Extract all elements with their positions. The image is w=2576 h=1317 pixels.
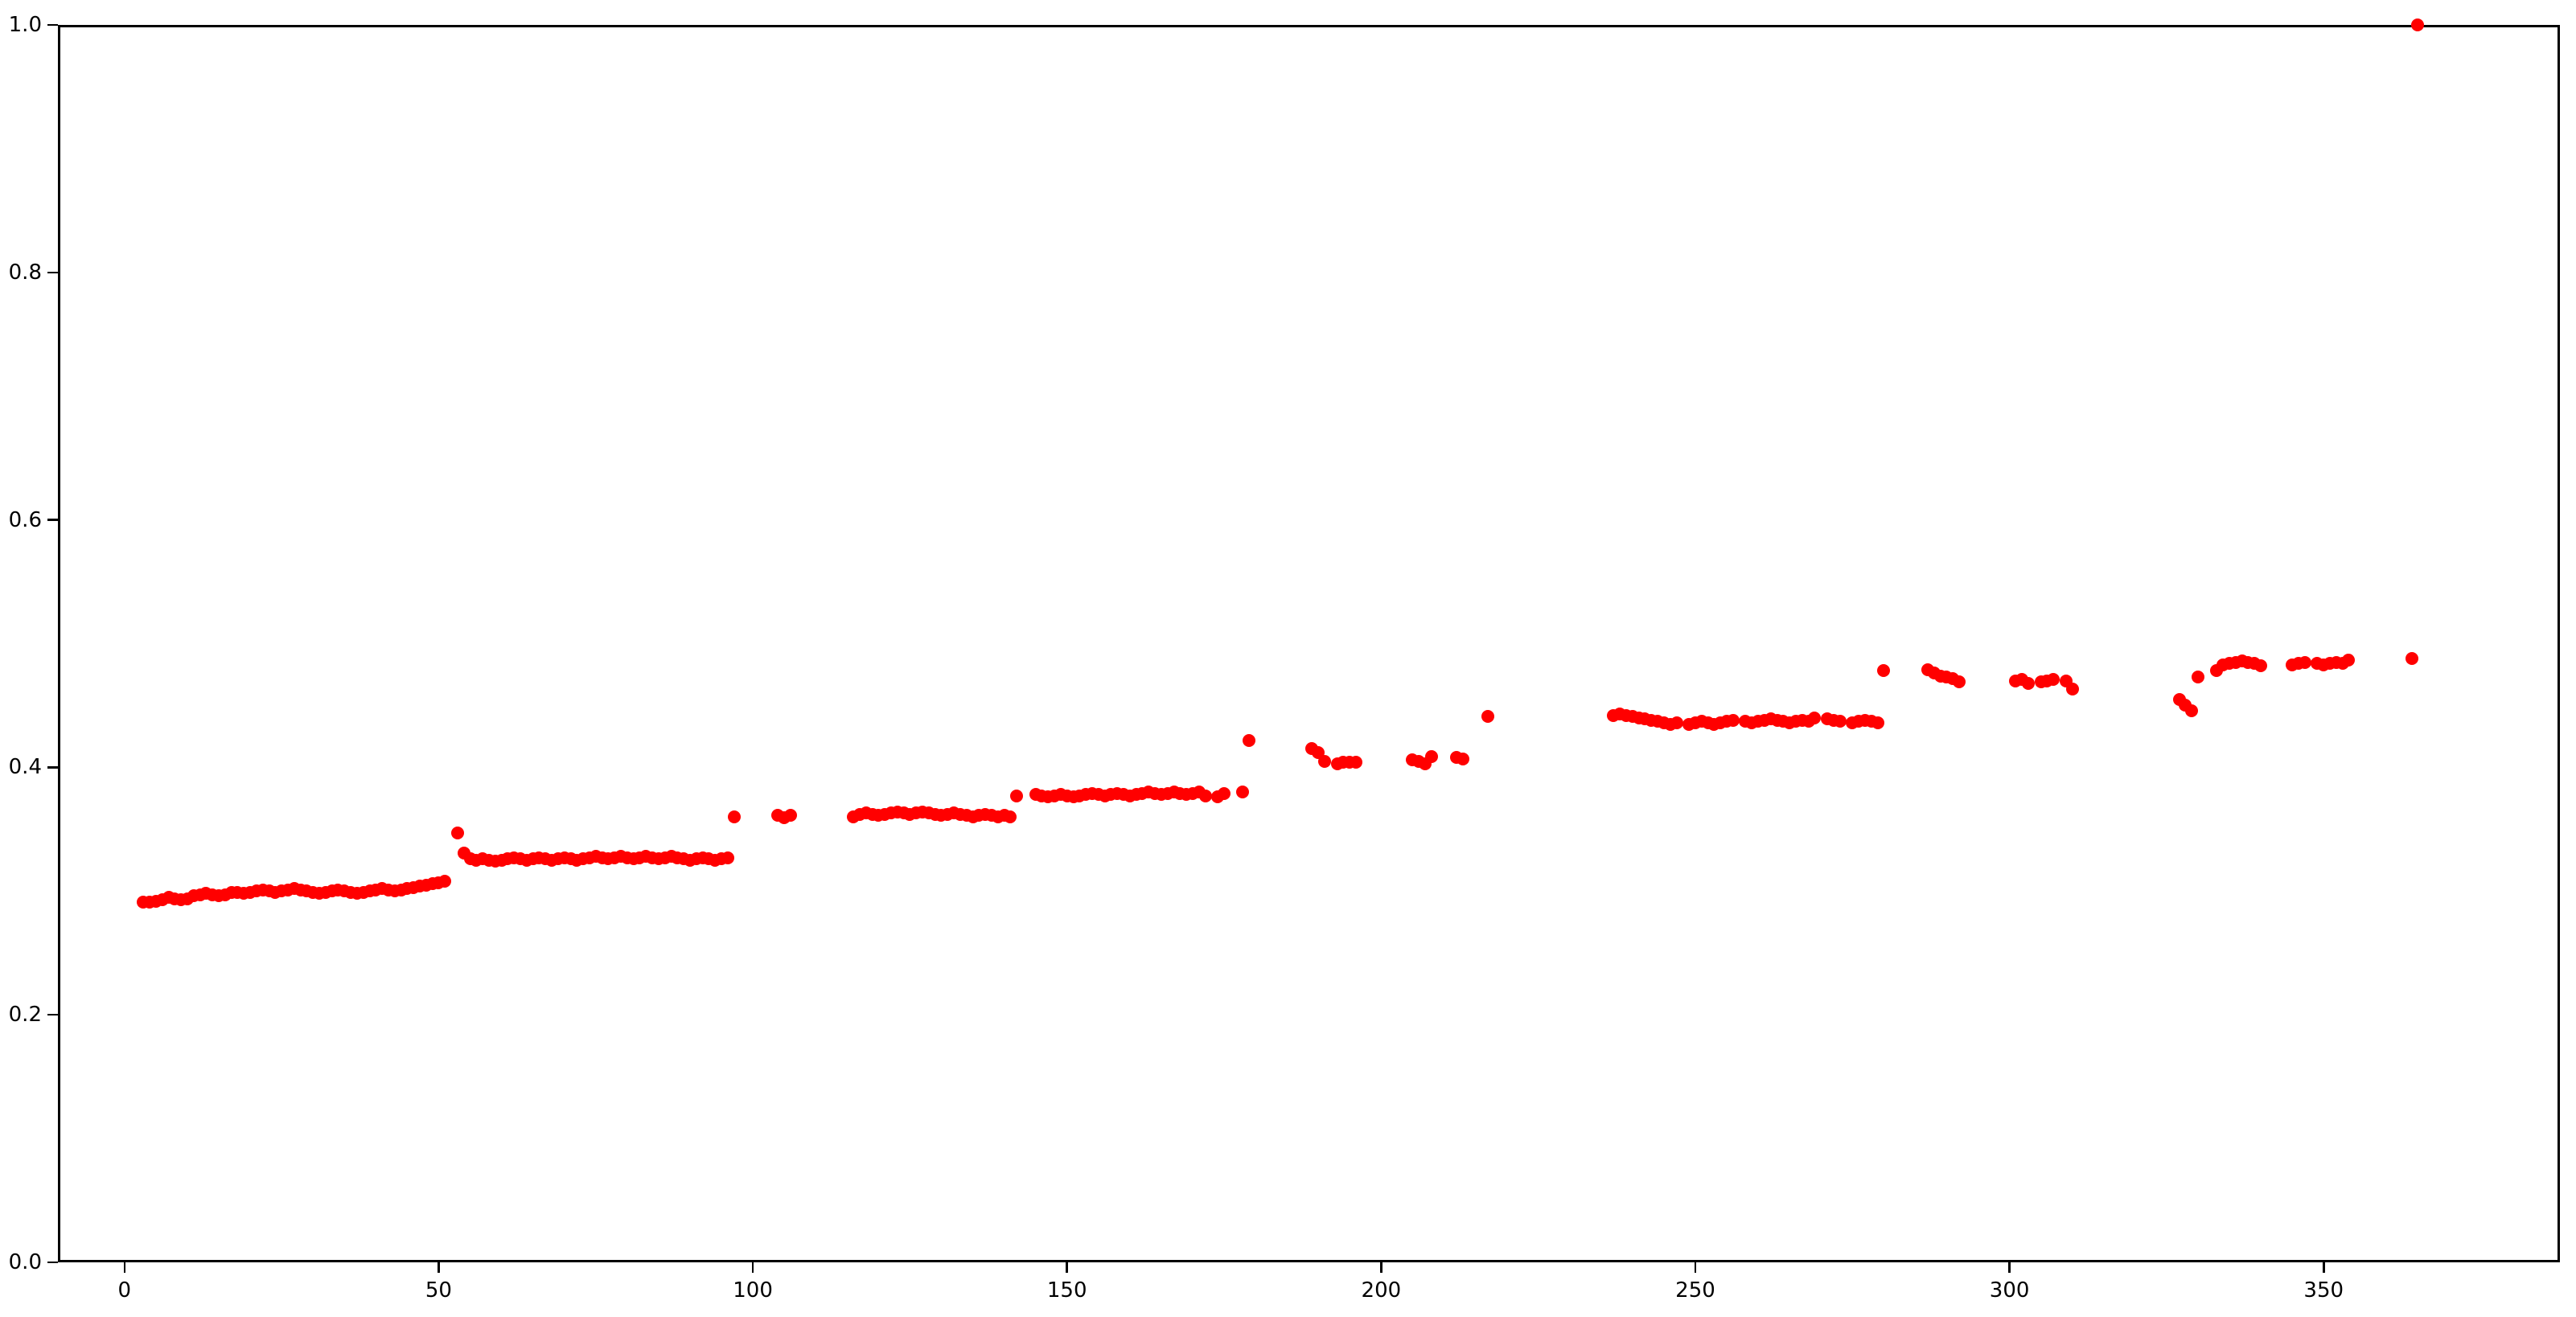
scatter-point: [1953, 675, 1966, 689]
axis-spine-top: [58, 25, 2560, 27]
scatter-point: [1726, 713, 1740, 727]
scatter-point: [1243, 733, 1256, 747]
plot-axes: 0.0 0.2 0.4 0.6 0.8 1.0 0 50 100 150 200 250 300 350: [9, 14, 2560, 1301]
x-tick-mark: [1380, 1262, 1382, 1273]
scatter-point: [1010, 789, 1024, 802]
x-tick-label: 100: [733, 1278, 773, 1303]
scatter-point: [1456, 752, 1469, 765]
scatter-point: [1198, 789, 1212, 802]
axis-spine-right: [2558, 25, 2560, 1262]
scatter-point: [2047, 673, 2060, 687]
scatter-point: [2254, 659, 2268, 673]
scatter-point: [2405, 651, 2418, 665]
x-tick-label: 300: [1989, 1278, 2030, 1303]
scatter-point: [450, 826, 464, 839]
scatter-point: [1481, 710, 1495, 724]
x-tick-mark: [438, 1262, 440, 1273]
x-tick-label: 200: [1361, 1278, 1402, 1303]
y-tick-mark: [47, 271, 58, 274]
y-tick-label: 0.2: [8, 1003, 42, 1028]
scatter-point: [1670, 716, 1683, 729]
x-tick-mark: [1066, 1262, 1068, 1273]
scatter-point: [1218, 786, 1231, 800]
x-tick-mark: [2322, 1262, 2325, 1273]
scatter-point: [2065, 683, 2079, 696]
x-tick-label: 50: [425, 1278, 452, 1303]
scatter-point: [721, 851, 734, 864]
scatter-point: [1004, 810, 1017, 823]
scatter-point: [1877, 664, 1891, 678]
y-tick-mark: [47, 1261, 58, 1264]
y-tick-mark: [47, 23, 58, 27]
scatter-point: [2191, 671, 2204, 684]
x-tick-mark: [1694, 1262, 1697, 1273]
scatter-point: [2411, 18, 2425, 31]
y-tick-label: 0.8: [8, 260, 42, 285]
scatter-points-layer: [58, 18, 2560, 1262]
scatter-point: [727, 810, 741, 823]
y-tick-label: 0.6: [8, 507, 42, 532]
y-tick-mark: [47, 1013, 58, 1016]
y-tick-mark: [47, 766, 58, 769]
axis-spine-bottom: [58, 1260, 2560, 1262]
x-tick-mark: [2008, 1262, 2011, 1273]
scatter-point: [1871, 716, 1884, 729]
scatter-point: [2342, 653, 2356, 667]
scatter-point: [2185, 704, 2199, 717]
scatter-point: [1236, 786, 1250, 799]
scatter-point: [1833, 715, 1847, 728]
y-tick-label: 0.0: [8, 1250, 42, 1274]
scatter-point: [1424, 749, 1438, 763]
x-tick-label: 250: [1675, 1278, 1715, 1303]
scatter-point: [783, 809, 797, 823]
scatter-point: [1318, 754, 1332, 768]
scatter-point: [2298, 655, 2311, 669]
y-tick-label: 0.4: [8, 755, 42, 780]
scatter-point: [1808, 711, 1822, 724]
x-tick-label: 0: [117, 1278, 132, 1303]
x-tick-label: 350: [2303, 1278, 2344, 1303]
scatter-point: [1350, 756, 1363, 769]
x-tick-mark: [751, 1262, 754, 1273]
scatter-point: [438, 874, 452, 888]
y-tick-label: 1.0: [8, 13, 42, 37]
y-tick-mark: [47, 519, 58, 521]
axis-spine-left: [58, 25, 60, 1262]
x-tick-mark: [123, 1262, 126, 1273]
scatter-point: [2022, 676, 2036, 690]
x-tick-label: 150: [1046, 1278, 1087, 1303]
